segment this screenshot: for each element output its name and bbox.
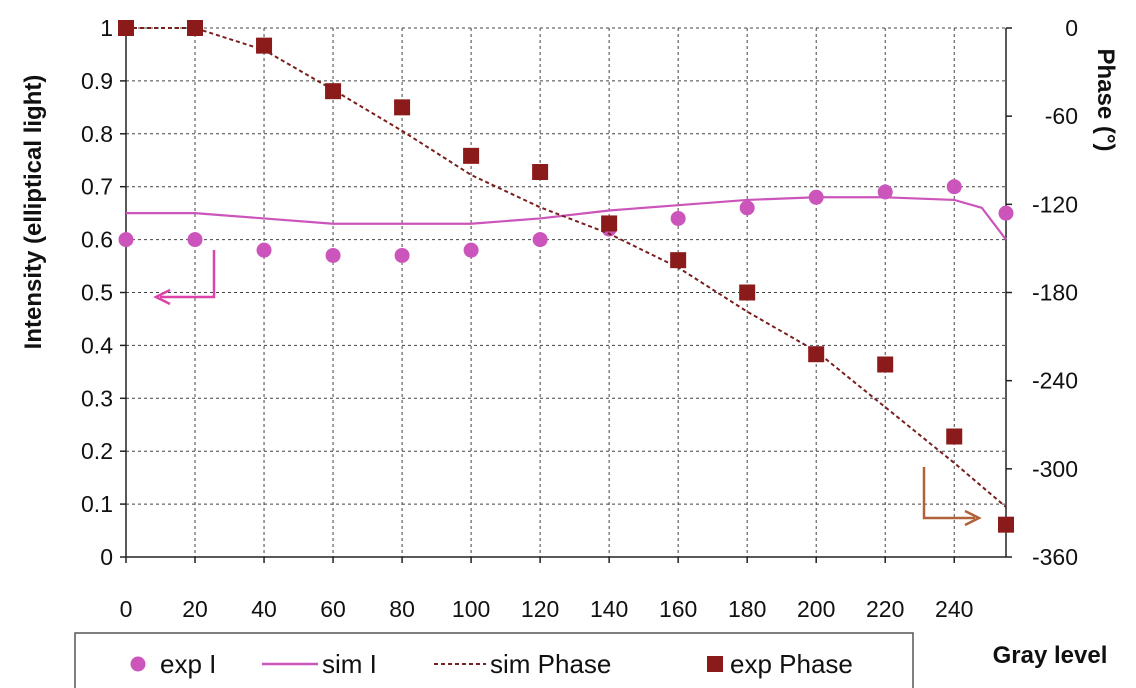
series-exp-i bbox=[118, 179, 1014, 263]
y-tick-label-5: 0.5 bbox=[81, 280, 113, 306]
legend-swatch-circle bbox=[130, 656, 146, 672]
y2-tick-label-6: -360 bbox=[1032, 544, 1078, 570]
x-tick-label-4: 80 bbox=[389, 596, 415, 622]
x-tick-label-1: 20 bbox=[182, 596, 208, 622]
phase-axis-arrow bbox=[922, 467, 975, 520]
axes bbox=[120, 27, 1012, 563]
legend-label-0: exp I bbox=[160, 649, 216, 679]
point-exp-phase-12 bbox=[946, 428, 963, 445]
x-tick-label-6: 120 bbox=[521, 596, 559, 622]
point-exp-i-1 bbox=[187, 232, 203, 248]
annotations bbox=[153, 250, 982, 527]
x-tick-label-11: 220 bbox=[866, 596, 904, 622]
legend-box bbox=[74, 632, 914, 688]
point-exp-i-0 bbox=[118, 232, 134, 248]
series-sim-phase bbox=[126, 27, 1007, 508]
legend-label-3: exp Phase bbox=[730, 649, 853, 679]
y2-axis-title: Phase (°) bbox=[1092, 49, 1119, 152]
point-exp-i-9 bbox=[739, 200, 755, 216]
point-exp-phase-13 bbox=[998, 516, 1014, 533]
x-tick-label-12: 240 bbox=[935, 596, 973, 622]
y-axis-title: Intensity (elliptical light) bbox=[20, 75, 47, 350]
y2-tick-label-0: 0 bbox=[1065, 15, 1078, 41]
y-tick-label-4: 0.4 bbox=[81, 332, 113, 358]
legend-item-3: exp Phase bbox=[707, 649, 853, 679]
legend-label-2: sim Phase bbox=[490, 649, 611, 679]
intensity-axis-arrow bbox=[160, 250, 216, 299]
series-layer bbox=[118, 20, 1014, 533]
intensity-arrow-head bbox=[153, 288, 171, 306]
y-tick-labels: 0 0.1 0.2 0.3 0.4 0.5 0.6 0.7 0.8 0.9 1 bbox=[81, 15, 113, 570]
y-tick-label-2: 0.2 bbox=[81, 438, 113, 464]
point-exp-i-3 bbox=[325, 247, 341, 263]
point-exp-phase-7 bbox=[601, 215, 618, 232]
point-exp-phase-1 bbox=[187, 20, 204, 36]
y-tick-label-6: 0.6 bbox=[81, 227, 113, 253]
x-tick-label-2: 40 bbox=[251, 596, 277, 622]
point-exp-phase-11 bbox=[877, 356, 894, 373]
y2-tick-label-4: -240 bbox=[1032, 368, 1078, 394]
y2-tick-labels: 0 -60 -120 -180 -240 -300 -360 bbox=[1032, 15, 1078, 570]
x-tick-label-9: 180 bbox=[728, 596, 766, 622]
point-exp-i-12 bbox=[946, 179, 962, 195]
series-exp-phase bbox=[118, 20, 1014, 533]
point-exp-phase-3 bbox=[325, 83, 342, 100]
point-exp-phase-0 bbox=[118, 20, 134, 36]
legend-item-0: exp I bbox=[130, 649, 216, 679]
y-tick-label-8: 0.8 bbox=[81, 121, 113, 147]
y-tick-label-10: 1 bbox=[100, 15, 113, 41]
point-exp-i-11 bbox=[877, 184, 893, 200]
x-tick-label-3: 60 bbox=[320, 596, 346, 622]
x-tick-label-5: 100 bbox=[452, 596, 490, 622]
point-exp-phase-4 bbox=[394, 99, 411, 116]
legend-swatch-square bbox=[707, 656, 723, 672]
y2-tick-label-2: -120 bbox=[1032, 191, 1078, 217]
legend-label-1: sim I bbox=[322, 649, 377, 679]
phase-arrow-head bbox=[964, 509, 982, 527]
x-axis-title: Gray level bbox=[993, 642, 1108, 669]
y-tick-label-3: 0.3 bbox=[81, 385, 113, 411]
point-exp-phase-6 bbox=[532, 164, 549, 181]
y-tick-label-7: 0.7 bbox=[81, 174, 113, 200]
y-tick-label-0: 0 bbox=[100, 544, 113, 570]
point-exp-phase-5 bbox=[463, 147, 480, 164]
point-exp-phase-8 bbox=[670, 252, 687, 269]
point-exp-i-5 bbox=[463, 242, 479, 258]
x-tick-label-0: 0 bbox=[120, 596, 133, 622]
x-tick-labels: 0 20 40 60 80 100 120 140 160 180 200 220 240 bbox=[120, 596, 974, 622]
legend-item-2: sim Phase bbox=[434, 649, 611, 679]
legend: exp I sim I sim Phase exp Phase bbox=[74, 632, 914, 688]
y2-tick-label-5: -300 bbox=[1032, 456, 1078, 482]
series-line-1 bbox=[126, 196, 1007, 241]
y2-tick-label-3: -180 bbox=[1032, 280, 1078, 306]
x-tick-label-10: 200 bbox=[797, 596, 835, 622]
point-exp-phase-9 bbox=[739, 284, 756, 301]
point-exp-i-13 bbox=[998, 205, 1014, 221]
point-exp-i-4 bbox=[394, 247, 410, 263]
series-line-2 bbox=[126, 27, 1007, 508]
y-tick-label-1: 0.1 bbox=[81, 491, 113, 517]
y-tick-label-9: 0.9 bbox=[81, 68, 113, 94]
point-exp-phase-10 bbox=[808, 346, 825, 363]
point-exp-i-2 bbox=[256, 242, 272, 258]
x-tick-label-8: 160 bbox=[659, 596, 697, 622]
x-tick-label-7: 140 bbox=[590, 596, 628, 622]
point-exp-phase-2 bbox=[256, 37, 273, 54]
point-exp-i-8 bbox=[670, 210, 686, 226]
y2-tick-label-1: -60 bbox=[1045, 103, 1078, 129]
legend-item-1: sim I bbox=[262, 649, 377, 679]
grid-lines bbox=[126, 27, 1006, 557]
point-exp-i-6 bbox=[532, 232, 548, 248]
series-sim-i bbox=[126, 196, 1007, 241]
